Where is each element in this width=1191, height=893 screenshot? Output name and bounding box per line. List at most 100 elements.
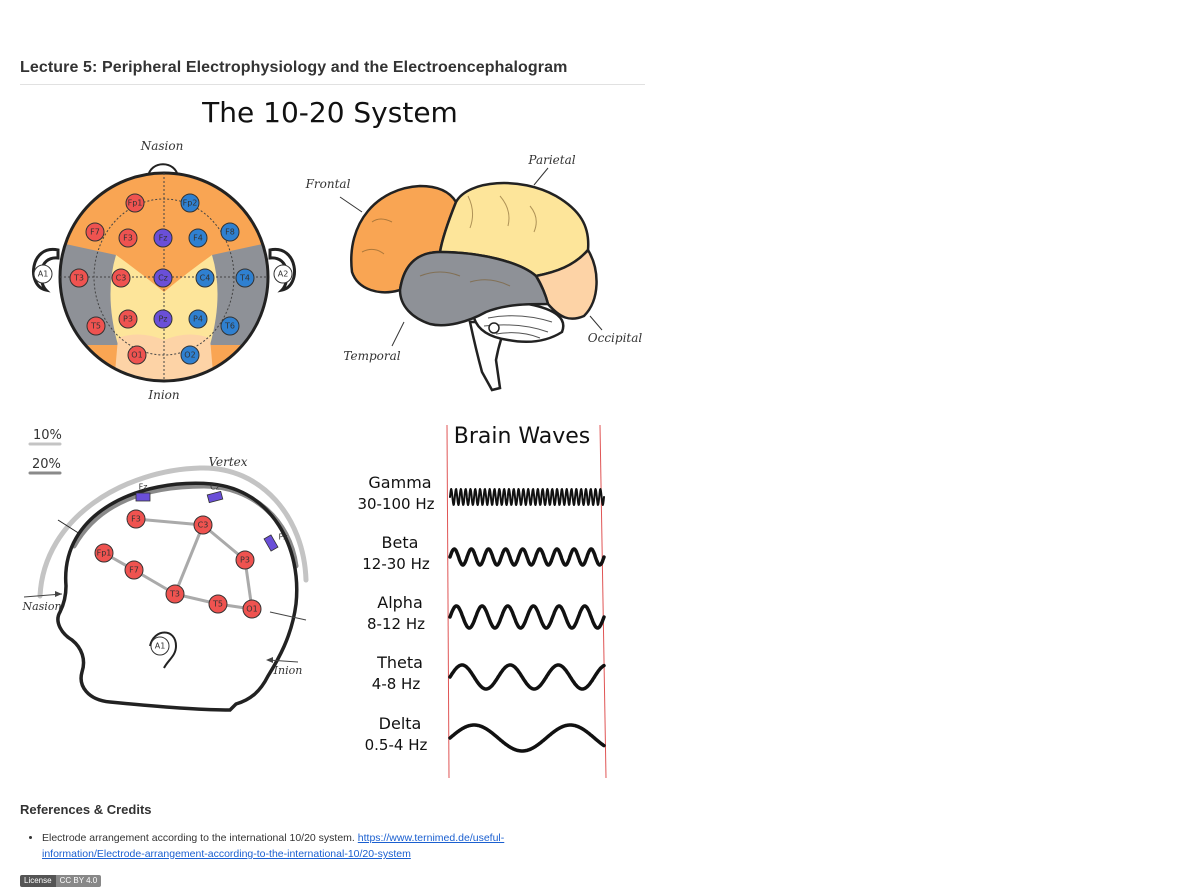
vertex-label: Vertex xyxy=(208,455,247,469)
figure-title: The 10-20 System xyxy=(201,96,458,129)
license-label: License xyxy=(20,875,56,887)
wave-range: 30-100 Hz xyxy=(357,495,434,513)
electrode-label: T3 xyxy=(73,274,84,283)
electrode-label: F7 xyxy=(90,228,100,237)
reference-link[interactable]: https://www.ternimed.de/useful-informati… xyxy=(42,832,505,860)
electrode-f7: F7 xyxy=(124,560,144,580)
side-nasion-label: Nasion xyxy=(21,600,61,613)
midline-marker-fz: Fz xyxy=(135,483,151,502)
temporal-lobe xyxy=(398,250,550,327)
top-inion-label: Inion xyxy=(147,388,179,402)
electrode-c3: C3 xyxy=(111,268,131,288)
electrode-pz: Pz xyxy=(153,309,173,329)
scale-legend: 10% 20% xyxy=(28,428,62,475)
electrode-label: O1 xyxy=(246,605,257,614)
electrode-o2: O2 xyxy=(180,345,200,365)
electrode-t5: T5 xyxy=(208,594,228,614)
electrode-label: Cz xyxy=(158,274,168,283)
wave-trace-alpha xyxy=(448,604,606,630)
wave-row-theta: Theta 4-8 Hz xyxy=(372,653,606,693)
parietal-label: Parietal xyxy=(527,153,575,167)
electrode-f4: F4 xyxy=(188,228,208,248)
wave-name: Theta xyxy=(376,653,423,672)
wave-range: 4-8 Hz xyxy=(372,675,421,693)
wave-range: 0.5-4 Hz xyxy=(365,736,428,754)
wave-trace-delta xyxy=(448,723,606,753)
electrode-p3: P3 xyxy=(118,309,138,329)
electrode-label: P3 xyxy=(240,556,250,565)
electrode-label: Pz xyxy=(158,315,167,324)
guide-line-right xyxy=(599,424,607,779)
electrode-label: O2 xyxy=(184,351,195,360)
electrode-label: F8 xyxy=(225,228,235,237)
electrode-label: C4 xyxy=(200,274,211,283)
scale-20-label: 20% xyxy=(32,457,61,472)
wave-range: 12-30 Hz xyxy=(362,555,430,573)
electrode-f3: F3 xyxy=(126,509,146,529)
frontal-label: Frontal xyxy=(305,177,351,191)
side-midline-markers: Fz Cz Pz xyxy=(135,483,288,552)
wave-row-gamma: Gamma 30-100 Hz xyxy=(357,473,605,513)
electrode-p4: P4 xyxy=(188,309,208,329)
top-nasion-label: Nasion xyxy=(140,139,184,153)
electrode-label: Fp1 xyxy=(128,199,143,208)
electrode-fp2: Fp2 xyxy=(180,193,200,213)
electrode-label: A1 xyxy=(38,270,49,279)
outer-scale-arc xyxy=(37,465,309,599)
lecture-title: Lecture 5: Peripheral Electrophysiology … xyxy=(20,59,568,76)
wave-trace-gamma xyxy=(449,488,605,506)
electrode-f3: F3 xyxy=(118,228,138,248)
electrode-label: T3 xyxy=(169,590,180,599)
electrode-label: C3 xyxy=(116,274,127,283)
brain-waves-title: Brain Waves xyxy=(454,424,591,449)
electrode-cz: Cz xyxy=(153,268,173,288)
electrode-label: F3 xyxy=(131,515,141,524)
side-ear xyxy=(149,631,178,669)
scale-10-label: 10% xyxy=(33,428,62,443)
electrode-label: A1 xyxy=(155,642,166,651)
license-badge[interactable]: License CC BY 4.0 xyxy=(20,875,102,887)
occipital-label: Occipital xyxy=(588,331,643,345)
midline-marker-label: Pz xyxy=(278,533,287,542)
electrode-label: Fp1 xyxy=(97,549,112,558)
references-heading: References & Credits xyxy=(20,802,152,817)
electrode-label: T4 xyxy=(239,274,250,283)
electrode-c4: C4 xyxy=(195,268,215,288)
electrode-t4: T4 xyxy=(235,268,255,288)
electrode-label: O1 xyxy=(131,351,142,360)
side-inion-label: Inion xyxy=(273,664,303,677)
midline-marker-pz: Pz xyxy=(263,533,288,552)
electrode-label: A2 xyxy=(278,270,289,279)
electrode-fz: Fz xyxy=(153,228,173,248)
electrode-f7: F7 xyxy=(85,222,105,242)
head-profile xyxy=(56,481,299,712)
wave-row-beta: Beta 12-30 Hz xyxy=(362,533,606,573)
ten-twenty-figure: The 10-20 System Nasion Inion Fp1 Fp2 F7 F3… xyxy=(21,96,643,779)
reference-text: Electrode arrangement according to the i… xyxy=(42,832,355,844)
temporal-label: Temporal xyxy=(343,349,400,363)
electrode-label: Fp2 xyxy=(183,199,198,208)
references-list: Electrode arrangement according to the i… xyxy=(20,830,602,862)
midline-marker-cz: Cz xyxy=(206,483,224,504)
electrode-a1: A1 xyxy=(150,636,170,656)
wave-trace-theta xyxy=(448,663,606,691)
electrode-p3: P3 xyxy=(235,550,255,570)
wave-row-delta: Delta 0.5-4 Hz xyxy=(365,714,606,754)
title-divider xyxy=(20,84,645,85)
license-value: CC BY 4.0 xyxy=(55,875,102,887)
electrode-label: T5 xyxy=(212,600,223,609)
side-electrodes: Fp1 F7 F3 C3 P3 T3 T5 O1 A1 xyxy=(94,509,262,656)
electrode-label: P3 xyxy=(123,315,133,324)
electrode-t5: T5 xyxy=(86,316,106,336)
guide-line-left xyxy=(446,424,450,779)
electrode-fp1: Fp1 xyxy=(94,543,114,563)
brain-waves-panel: Brain Waves Gamma 30-100 Hz Beta 12-30 Hz Al… xyxy=(357,424,607,779)
electrode-fp1: Fp1 xyxy=(125,193,145,213)
wave-range: 8-12 Hz xyxy=(367,615,425,633)
midline-marker-label: Fz xyxy=(139,483,148,492)
electrode-label: Fz xyxy=(159,234,168,243)
reference-item: Electrode arrangement according to the i… xyxy=(42,830,602,862)
wave-name: Beta xyxy=(382,533,419,552)
wave-name: Delta xyxy=(379,714,422,733)
electrode-label: C3 xyxy=(198,521,209,530)
